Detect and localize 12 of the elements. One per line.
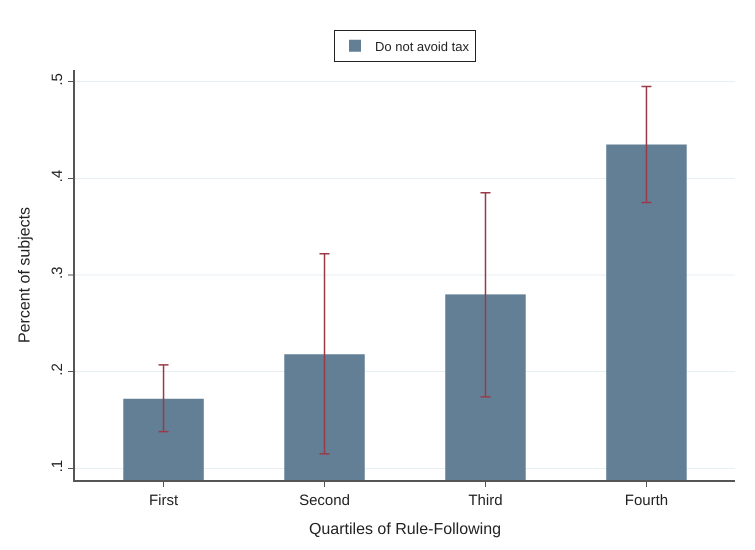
x-tick-label: Fourth — [624, 492, 668, 509]
x-tick-label: First — [148, 492, 179, 509]
legend-label: Do not avoid tax — [375, 38, 470, 54]
y-tick-label: .4 — [49, 170, 66, 182]
y-tick-label: .2 — [49, 363, 66, 376]
y-axis-title: Percent of subjects — [16, 206, 34, 344]
y-tick-label: .1 — [49, 460, 66, 472]
x-tick-label: Second — [299, 492, 350, 509]
y-tick-label: .3 — [49, 266, 66, 280]
x-tick-label: Third — [468, 492, 503, 509]
x-axis-title: Quartiles of Rule-Following — [308, 521, 502, 538]
y-tick-label: .5 — [49, 73, 66, 86]
